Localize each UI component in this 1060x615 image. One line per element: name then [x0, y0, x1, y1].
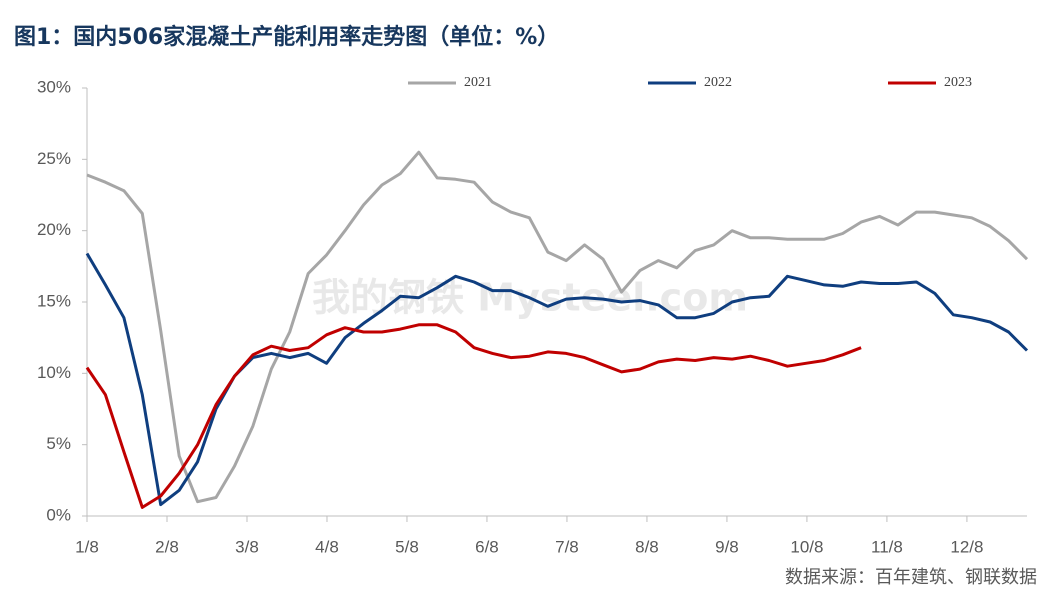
- series-line: [85, 323, 862, 509]
- x-tick-label: 4/8: [315, 537, 339, 556]
- x-tick-label: 2/8: [155, 537, 179, 556]
- legend-label: 2022: [704, 75, 732, 90]
- legend-label: 2023: [944, 75, 972, 90]
- x-tick-label: 10/8: [790, 537, 823, 556]
- x-tick-label: 6/8: [475, 537, 499, 556]
- y-tick-label: 20%: [37, 220, 71, 239]
- y-tick-label: 25%: [37, 149, 71, 168]
- x-tick-label: 12/8: [950, 537, 983, 556]
- x-tick-label: 7/8: [555, 537, 579, 556]
- x-tick-label: 11/8: [871, 537, 903, 556]
- x-tick-label: 8/8: [635, 537, 659, 556]
- y-tick-label: 10%: [37, 363, 71, 382]
- x-tick-label: 1/8: [75, 537, 99, 556]
- x-tick-label: 3/8: [235, 537, 259, 556]
- x-tick-label: 9/8: [715, 537, 739, 556]
- y-tick-label: 30%: [37, 77, 71, 96]
- y-tick-label: 15%: [37, 291, 71, 310]
- series-line: [86, 150, 1029, 504]
- x-tick-label: 5/8: [395, 537, 419, 556]
- y-tick-label: 0%: [46, 505, 71, 524]
- y-tick-label: 5%: [46, 434, 71, 453]
- chart-title: 图1：国内506家混凝土产能利用率走势图（单位：%）: [14, 24, 559, 50]
- legend-label: 2021: [464, 75, 492, 90]
- source-note: 数据来源：百年建筑、钢联数据: [785, 567, 1037, 588]
